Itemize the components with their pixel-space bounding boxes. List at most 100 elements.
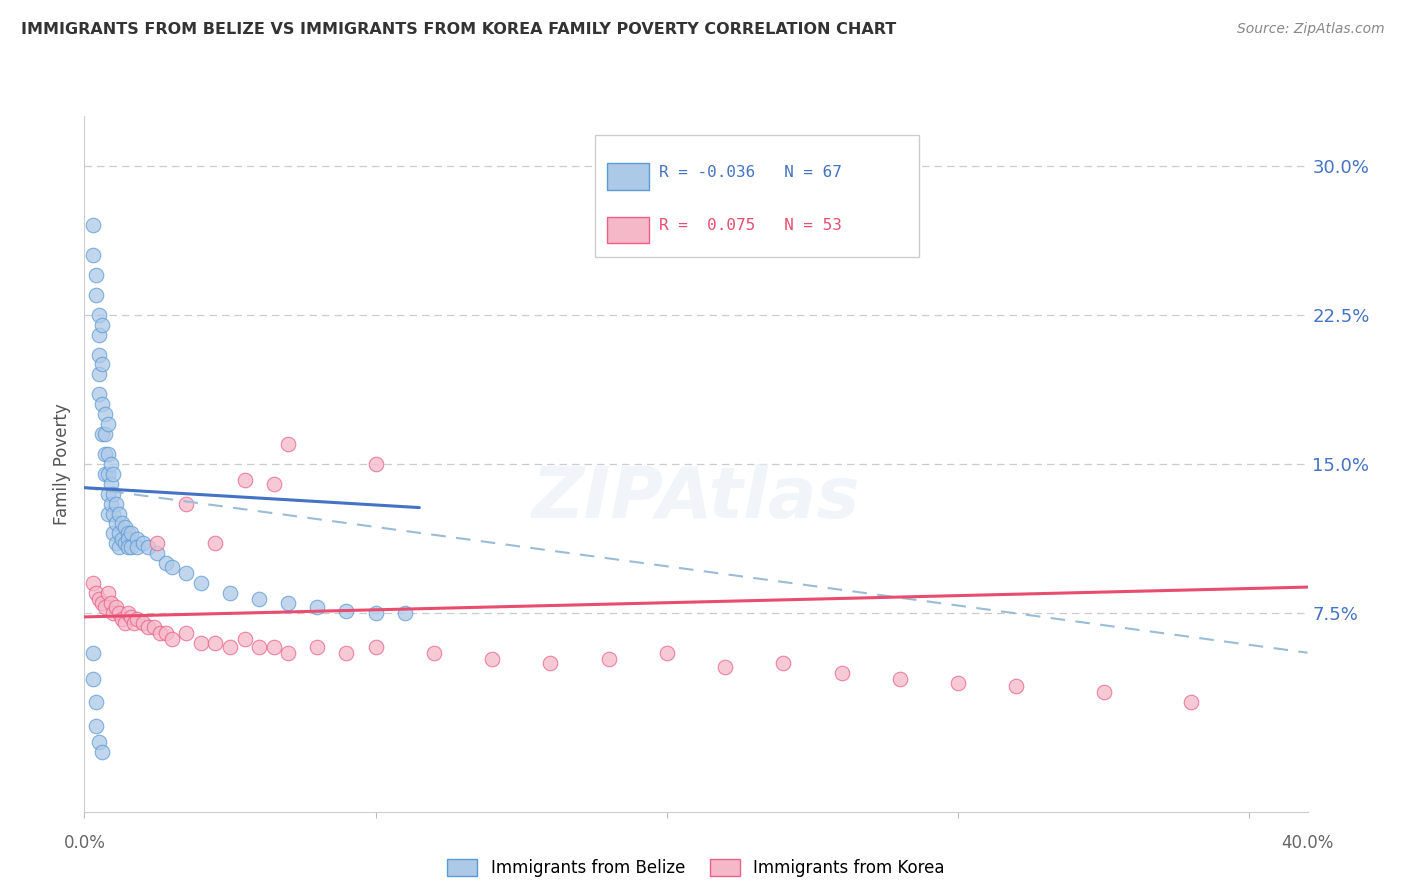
Point xyxy=(82,219,104,233)
Point xyxy=(138,620,160,634)
Point xyxy=(125,541,148,555)
Point xyxy=(108,507,131,521)
Text: R =  0.075   N = 53: R = 0.075 N = 53 xyxy=(658,218,841,233)
Point xyxy=(364,606,387,620)
Point xyxy=(538,656,561,670)
Point xyxy=(149,625,172,640)
Text: IMMIGRANTS FROM BELIZE VS IMMIGRANTS FROM KOREA FAMILY POVERTY CORRELATION CHART: IMMIGRANTS FROM BELIZE VS IMMIGRANTS FRO… xyxy=(21,22,897,37)
Point xyxy=(111,533,134,547)
Point xyxy=(97,507,120,521)
Text: 0.0%: 0.0% xyxy=(63,834,105,852)
Point xyxy=(97,447,120,461)
Point xyxy=(103,606,125,620)
Point xyxy=(364,640,387,654)
Point xyxy=(114,536,136,550)
Point xyxy=(1005,680,1028,694)
Point xyxy=(598,651,620,665)
Point xyxy=(155,556,177,570)
Point xyxy=(84,719,107,733)
Point xyxy=(114,615,136,630)
Point xyxy=(82,576,104,591)
Point xyxy=(155,625,177,640)
Text: Source: ZipAtlas.com: Source: ZipAtlas.com xyxy=(1237,22,1385,37)
Point xyxy=(87,308,110,322)
Point xyxy=(423,646,446,660)
Point xyxy=(97,486,120,500)
Point xyxy=(93,407,117,421)
Point xyxy=(946,675,969,690)
Point xyxy=(131,536,153,550)
Point xyxy=(714,659,737,673)
Point xyxy=(84,695,107,709)
Text: R = -0.036   N = 67: R = -0.036 N = 67 xyxy=(658,165,841,180)
Point xyxy=(87,327,110,342)
Point xyxy=(307,640,329,654)
Point xyxy=(143,620,166,634)
Point xyxy=(90,318,112,332)
Point xyxy=(111,516,134,531)
Point xyxy=(82,672,104,686)
Point xyxy=(263,476,285,491)
Point xyxy=(103,467,125,481)
Point xyxy=(117,541,139,555)
Point xyxy=(84,288,107,302)
Point xyxy=(247,592,270,607)
Point xyxy=(103,486,125,500)
Point xyxy=(263,640,285,654)
Point xyxy=(87,592,110,607)
Point xyxy=(93,599,117,614)
Point xyxy=(160,560,183,574)
Point xyxy=(114,520,136,534)
Point xyxy=(277,437,299,451)
Point xyxy=(108,541,131,555)
Point xyxy=(97,467,120,481)
Point xyxy=(204,536,226,550)
Point xyxy=(117,606,139,620)
Point xyxy=(190,576,212,591)
Point xyxy=(100,497,122,511)
Point xyxy=(84,586,107,600)
Point xyxy=(122,615,145,630)
Point xyxy=(772,656,794,670)
Point xyxy=(87,387,110,401)
Point xyxy=(889,672,911,686)
Point xyxy=(117,526,139,541)
Point xyxy=(103,526,125,541)
Point xyxy=(831,665,853,680)
Point xyxy=(105,599,128,614)
Point xyxy=(90,358,112,372)
Point xyxy=(131,615,153,630)
Point xyxy=(100,596,122,610)
Point xyxy=(90,745,112,759)
Point xyxy=(93,467,117,481)
Point xyxy=(233,473,256,487)
Point xyxy=(103,507,125,521)
Point xyxy=(394,606,416,620)
Point xyxy=(233,632,256,646)
Point xyxy=(120,541,142,555)
Point xyxy=(176,566,198,581)
Point xyxy=(481,651,503,665)
Point xyxy=(120,526,142,541)
Point xyxy=(97,586,120,600)
Point xyxy=(190,636,212,650)
Point xyxy=(97,417,120,431)
Point xyxy=(277,646,299,660)
Point xyxy=(219,586,242,600)
Text: ZIPAtlas: ZIPAtlas xyxy=(531,464,860,533)
Point xyxy=(82,646,104,660)
Point xyxy=(87,347,110,361)
Point xyxy=(1180,695,1202,709)
Point xyxy=(82,248,104,262)
Point xyxy=(219,640,242,654)
Point xyxy=(138,541,160,555)
Legend: Immigrants from Belize, Immigrants from Korea: Immigrants from Belize, Immigrants from … xyxy=(440,852,952,883)
Point xyxy=(105,536,128,550)
Point xyxy=(125,612,148,626)
Point xyxy=(93,447,117,461)
Point xyxy=(117,533,139,547)
Point xyxy=(204,636,226,650)
Point xyxy=(335,604,357,618)
Point xyxy=(100,476,122,491)
Y-axis label: Family Poverty: Family Poverty xyxy=(53,403,72,524)
